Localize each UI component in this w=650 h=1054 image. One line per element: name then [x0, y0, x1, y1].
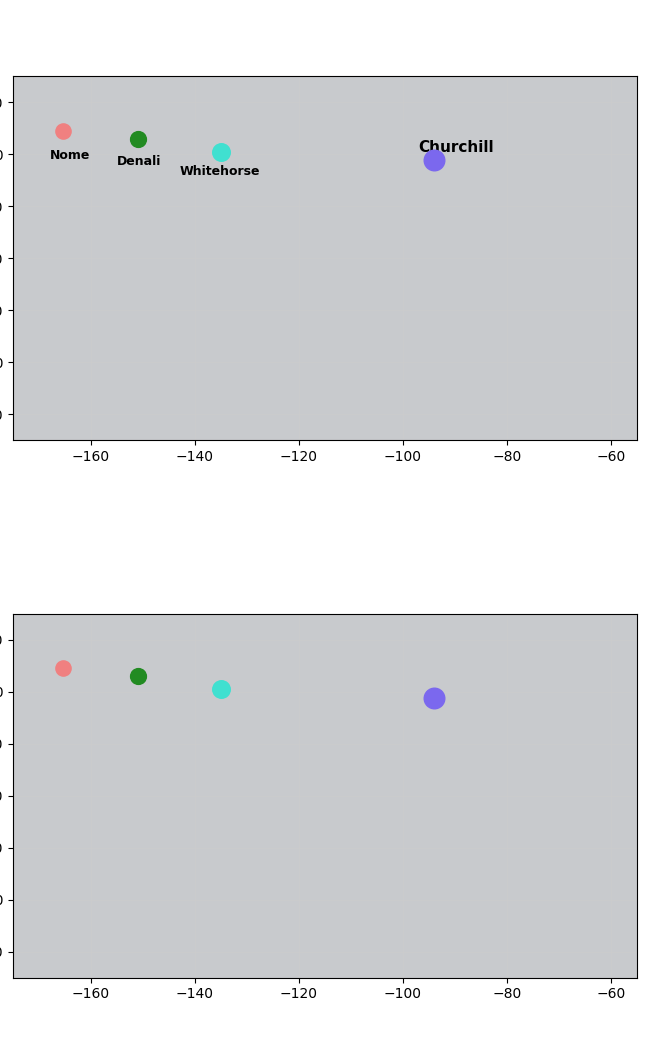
Text: Denali: Denali	[117, 155, 161, 168]
FancyBboxPatch shape	[12, 75, 638, 442]
Point	[133, 668, 143, 685]
Text: Whitehorse: Whitehorse	[179, 165, 260, 178]
FancyBboxPatch shape	[12, 612, 638, 979]
Text: Churchill: Churchill	[419, 139, 494, 155]
Point	[429, 689, 439, 706]
Point	[133, 131, 143, 148]
Point	[58, 660, 68, 677]
Point	[58, 122, 68, 139]
Point	[216, 681, 226, 698]
Text: Nome: Nome	[49, 150, 90, 162]
Point	[216, 143, 226, 160]
Point	[429, 152, 439, 169]
